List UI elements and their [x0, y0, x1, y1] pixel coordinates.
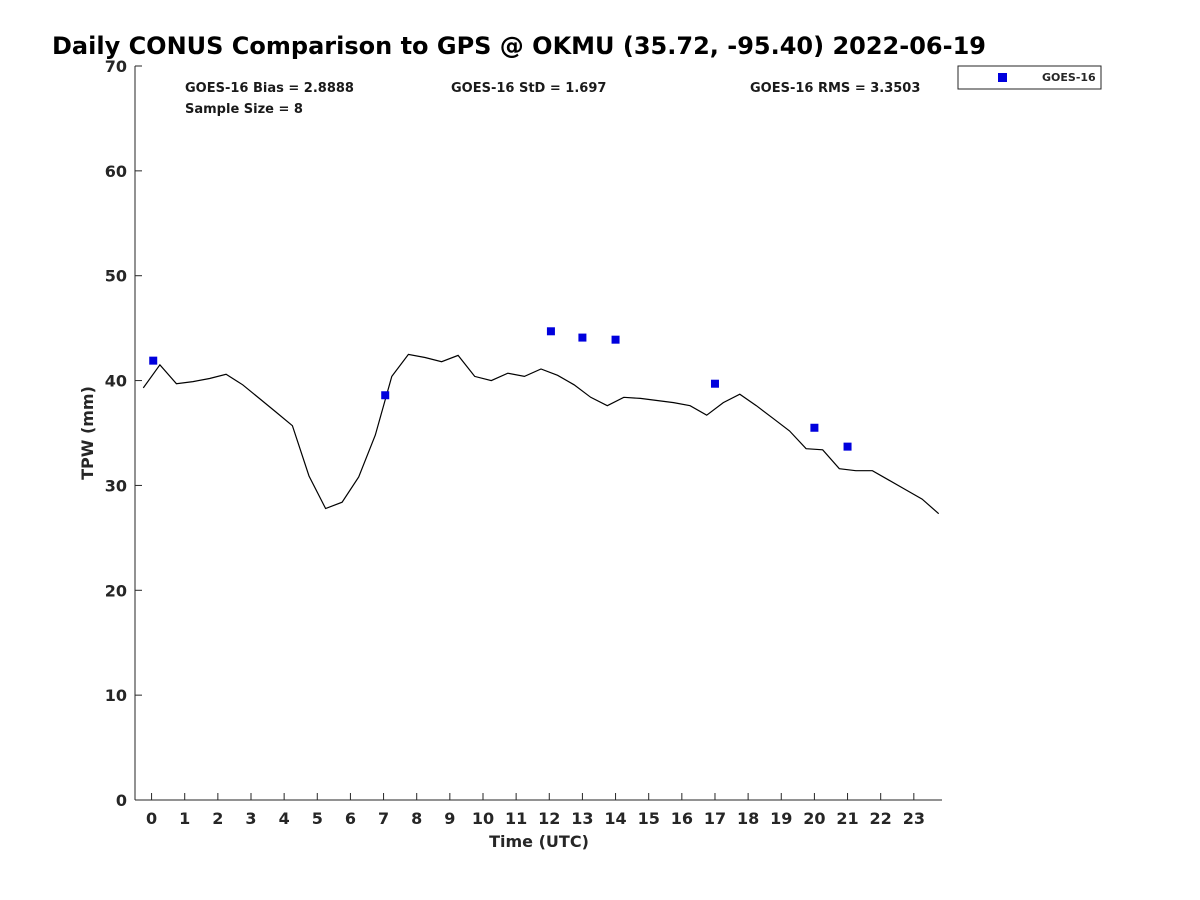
y-tick-label: 60	[105, 162, 127, 181]
y-tick-label: 10	[105, 686, 127, 705]
y-tick-label: 40	[105, 372, 127, 391]
x-tick-label: 18	[737, 809, 759, 828]
sample-size-stat: Sample Size = 8	[185, 102, 303, 117]
x-tick-label: 2	[212, 809, 223, 828]
x-tick-label: 8	[411, 809, 422, 828]
x-tick-label: 17	[704, 809, 726, 828]
legend-marker-goes16	[998, 73, 1007, 82]
x-tick-label: 21	[836, 809, 858, 828]
x-tick-label: 1	[179, 809, 190, 828]
x-tick-label: 0	[146, 809, 157, 828]
legend-box	[957, 65, 1102, 90]
x-tick-label: 3	[245, 809, 256, 828]
x-tick-label: 12	[538, 809, 560, 828]
goes16-point	[546, 327, 555, 336]
std-stat: GOES-16 StD = 1.697	[451, 81, 606, 96]
plot-area: 0 1 2 3 4 5 6 7 8 9 10 11 12 13 14 15 16 17 18 19 20 21 22 23 0…	[105, 57, 942, 828]
x-tick-label: 15	[638, 809, 660, 828]
goes16-point	[710, 379, 719, 388]
y-tick-label: 70	[105, 57, 127, 76]
goes16-point	[381, 391, 390, 400]
goes16-point	[611, 335, 620, 344]
x-tick-label: 11	[505, 809, 527, 828]
y-axis-ticks: 0 10 20 30 40 50 60 70	[105, 57, 142, 810]
x-tick-label: 23	[903, 809, 925, 828]
x-tick-label: 5	[312, 809, 323, 828]
x-tick-label: 10	[472, 809, 494, 828]
x-tick-label: 4	[279, 809, 290, 828]
x-tick-label: 19	[770, 809, 792, 828]
goes16-point	[843, 442, 852, 451]
bias-stat: GOES-16 Bias = 2.8888	[185, 81, 354, 96]
x-tick-label: 20	[803, 809, 825, 828]
goes16-scatter-series	[149, 327, 852, 451]
y-tick-label: 0	[116, 791, 127, 810]
legend-label-goes16: GOES-16	[1042, 71, 1096, 84]
x-tick-label: 7	[378, 809, 389, 828]
x-axis-ticks: 0 1 2 3 4 5 6 7 8 9 10 11 12 13 14 15 16 17 18 19 20 21 22 23	[146, 793, 925, 828]
gps-tpw-line	[142, 353, 940, 515]
y-tick-label: 30	[105, 476, 127, 495]
goes16-point	[149, 356, 158, 365]
x-tick-label: 9	[444, 809, 455, 828]
gps-line-series	[142, 353, 940, 515]
goes16-point	[810, 423, 819, 432]
y-tick-label: 50	[105, 267, 127, 286]
legend: GOES-16	[957, 65, 1102, 90]
x-axis-label: Time (UTC)	[489, 832, 589, 851]
y-axis-label: TPW (mm)	[78, 386, 97, 480]
goes16-point	[578, 333, 587, 342]
x-tick-label: 16	[671, 809, 693, 828]
rms-stat: GOES-16 RMS = 3.3503	[750, 81, 920, 96]
chart-title: Daily CONUS Comparison to GPS @ OKMU (35…	[52, 32, 986, 60]
y-tick-label: 20	[105, 581, 127, 600]
x-tick-label: 22	[870, 809, 892, 828]
x-tick-label: 13	[571, 809, 593, 828]
x-tick-label: 6	[345, 809, 356, 828]
x-tick-label: 14	[604, 809, 626, 828]
